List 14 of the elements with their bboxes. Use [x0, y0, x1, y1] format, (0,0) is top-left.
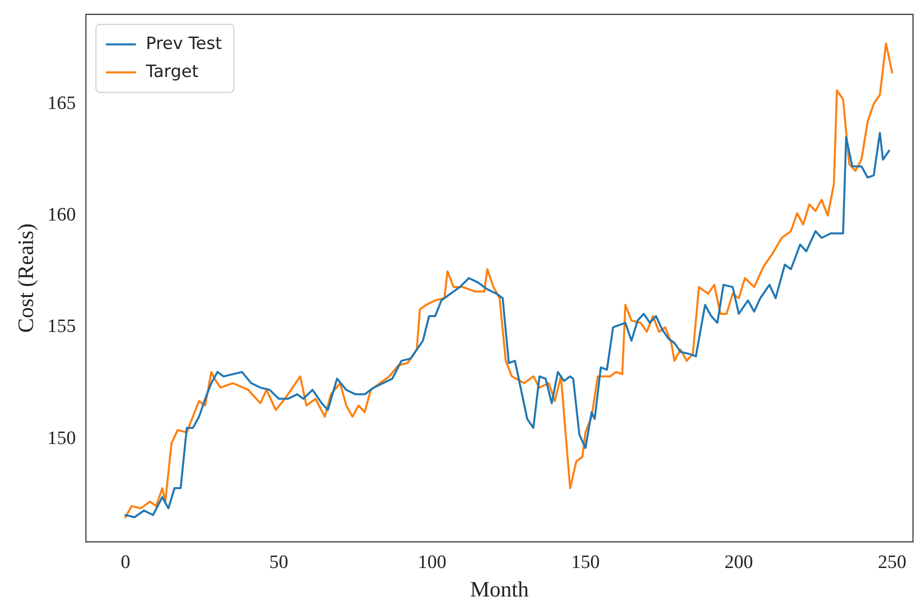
x-tick-label: 100 [418, 552, 446, 574]
x-tick-label: 150 [571, 552, 600, 574]
x-tick-label: 250 [878, 552, 906, 574]
y-tick-label: 160 [47, 204, 76, 226]
x-tick-label: 200 [724, 552, 754, 574]
legend-label: Prev Test [146, 34, 222, 54]
y-tick-label: 155 [47, 316, 76, 338]
y-tick-label: 165 [47, 92, 76, 114]
x-tick-label: 50 [269, 552, 288, 574]
legend-label: Target [144, 62, 199, 82]
y-axis-title: Cost (Reais) [12, 223, 38, 333]
x-tick-label: 0 [120, 552, 130, 574]
x-axis-title: Month [470, 576, 529, 602]
y-tick-label: 150 [47, 428, 76, 449]
